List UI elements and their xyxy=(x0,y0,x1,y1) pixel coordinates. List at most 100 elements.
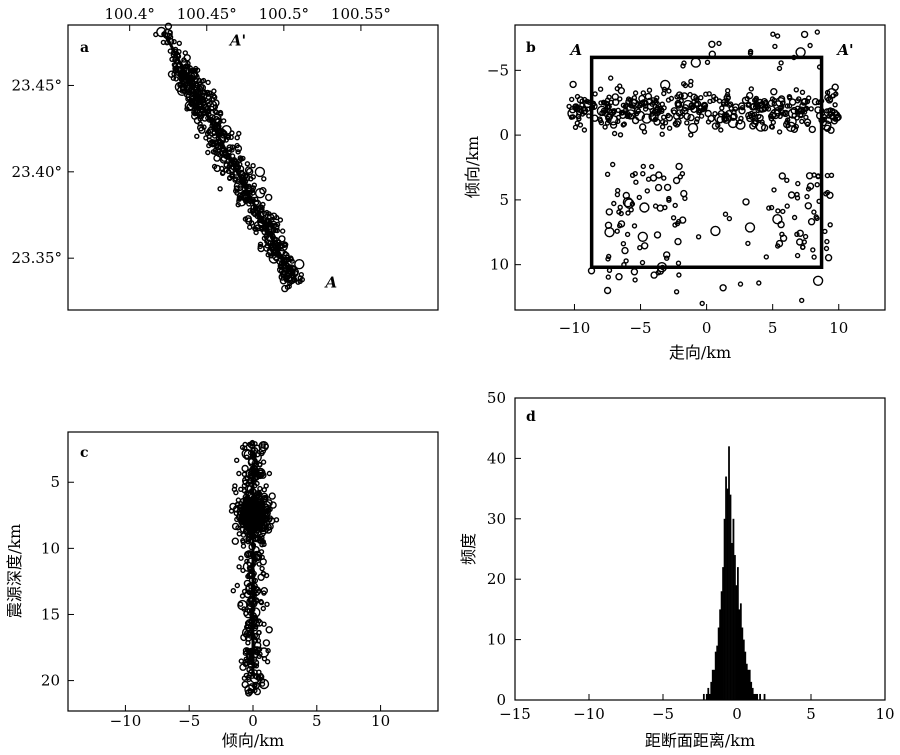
hypocenter-point xyxy=(263,572,270,579)
hypocenter-point xyxy=(572,124,579,131)
hypocenter-point xyxy=(243,672,250,679)
panel-d-ytick-label: 20 xyxy=(487,570,506,588)
hypocenter-point xyxy=(255,513,263,521)
epicenter-point xyxy=(278,235,286,243)
hypocenter-point xyxy=(639,259,646,266)
hypocenter-point xyxy=(804,98,811,105)
hypocenter-point xyxy=(256,469,265,477)
hypocenter-point xyxy=(804,121,811,128)
hypocenter-point xyxy=(824,254,833,262)
hypocenter-point xyxy=(803,114,809,121)
hypocenter-point xyxy=(652,203,659,209)
epicenter-point xyxy=(234,134,240,141)
panel-d-xtick-label: −5 xyxy=(652,705,674,723)
hypocenter-point xyxy=(604,101,610,107)
hypocenter-point xyxy=(254,529,262,537)
hypocenter-point xyxy=(801,97,809,106)
hypocenter-point xyxy=(719,284,727,292)
epicenter-point xyxy=(211,113,222,125)
hypocenter-point xyxy=(804,193,810,200)
panel-c-ytick-label: 10 xyxy=(41,539,60,557)
epicenter-point xyxy=(205,149,211,156)
panel-c-xtick-label: −5 xyxy=(178,712,200,730)
hypocenter-point xyxy=(663,251,671,259)
epicenter-point xyxy=(197,116,203,122)
hypocenter-point xyxy=(259,565,265,572)
hypocenter-point xyxy=(256,618,262,624)
histogram-bar xyxy=(747,669,750,700)
hypocenter-point xyxy=(688,132,694,138)
hypocenter-point xyxy=(235,525,241,531)
hypocenter-point xyxy=(676,272,682,278)
hypocenter-point xyxy=(242,647,251,655)
hypocenter-point xyxy=(640,90,646,96)
hypocenter-point xyxy=(258,598,264,605)
epicenter-point xyxy=(222,130,228,136)
hypocenter-point xyxy=(661,175,667,181)
epicenter-point xyxy=(214,150,220,157)
hypocenter-point xyxy=(801,109,808,115)
hypocenter-point xyxy=(681,60,687,66)
hypocenter-point xyxy=(828,172,835,179)
histogram-bar xyxy=(732,518,735,700)
panel-b-xtick-label: 0 xyxy=(702,319,712,337)
histogram-bar xyxy=(742,639,745,700)
hypocenter-point xyxy=(255,619,264,627)
epicenter-point xyxy=(206,100,218,111)
hypocenter-point xyxy=(238,555,244,561)
histogram-bar xyxy=(751,687,754,700)
hypocenter-point xyxy=(687,82,694,88)
histogram-bar xyxy=(729,494,732,700)
histogram-bar xyxy=(748,669,751,700)
epicenter-point xyxy=(242,197,249,203)
epicenter-point xyxy=(244,161,251,167)
hypocenter-point xyxy=(786,93,793,100)
hypocenter-point xyxy=(627,112,633,118)
hypocenter-point xyxy=(240,522,246,529)
hypocenter-point xyxy=(609,121,618,129)
hypocenter-point xyxy=(811,254,817,260)
epicenter-point xyxy=(236,130,242,137)
hypocenter-point xyxy=(243,610,249,617)
epicenter-point xyxy=(236,194,243,201)
histogram-bar xyxy=(717,627,720,700)
hypocenter-point xyxy=(606,253,612,260)
histogram-bar xyxy=(705,693,708,700)
hypocenter-point xyxy=(266,517,273,523)
hypocenter-point xyxy=(230,588,237,594)
epicenter-point xyxy=(200,77,207,84)
hypocenter-point xyxy=(675,260,682,266)
hypocenter-point xyxy=(245,573,251,580)
hypocenter-point xyxy=(641,113,652,124)
hypocenter-point xyxy=(616,209,622,215)
hypocenter-point xyxy=(624,231,631,238)
hypocenter-point xyxy=(797,108,803,114)
hypocenter-point xyxy=(633,110,640,117)
hypocenter-point xyxy=(699,300,705,307)
hypocenter-point xyxy=(735,119,746,130)
hypocenter-point xyxy=(617,222,623,229)
hypocenter-point xyxy=(719,105,725,111)
epicenter-point xyxy=(248,176,254,182)
epicenter-point xyxy=(220,169,226,176)
hypocenter-point xyxy=(257,573,265,581)
histogram-bar xyxy=(708,693,711,700)
panel-a-profile-line xyxy=(165,36,290,271)
epicenter-point xyxy=(277,217,284,223)
hypocenter-point xyxy=(262,639,271,647)
epicenter-point xyxy=(282,250,288,257)
hypocenter-point xyxy=(644,188,650,194)
histogram-bar xyxy=(722,567,724,700)
hypocenter-point xyxy=(823,191,829,197)
histogram-bar xyxy=(745,663,748,700)
hypocenter-point xyxy=(662,120,669,126)
epicenter-point xyxy=(258,224,264,231)
hypocenter-point xyxy=(602,124,608,130)
hypocenter-point xyxy=(672,202,678,209)
hypocenter-point xyxy=(605,208,613,216)
panel-d-ytick-label: 40 xyxy=(487,449,506,467)
panel-c-ytick-label: 15 xyxy=(41,605,60,623)
histogram-bar xyxy=(731,542,733,700)
hypocenter-point xyxy=(794,115,800,121)
panel-b-ytick-label: 10 xyxy=(490,256,509,274)
